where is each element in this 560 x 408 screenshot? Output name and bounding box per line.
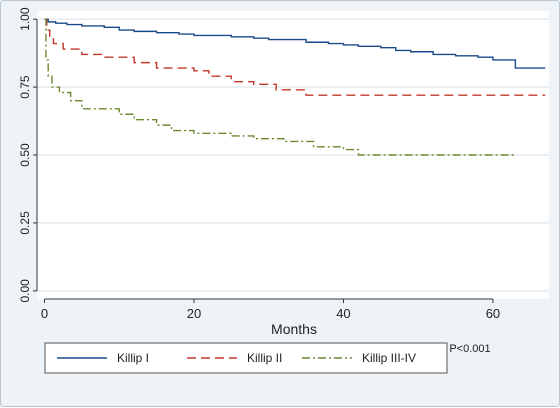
- y-tick-label: 0.50: [18, 143, 32, 167]
- series-line-killip-iii-iv: [44, 18, 516, 156]
- series-line-killip-ii: [44, 18, 546, 96]
- axes: 0.00 0.25 0.50 0.75 1.00 0 20 40 60: [18, 7, 500, 321]
- x-tick-label: 40: [336, 306, 350, 321]
- legend-label-killip-ii: Killip II: [247, 351, 282, 365]
- p-value-annotation: P<0.001: [449, 343, 490, 355]
- legend-label-killip-i: Killip I: [117, 351, 149, 365]
- legend-label-killip-iii-iv: Killip III-IV: [362, 351, 416, 365]
- x-axis-label: Months: [271, 321, 317, 337]
- x-tick-label: 60: [486, 306, 500, 321]
- legend-box: [44, 342, 448, 374]
- y-tick-label: 0.00: [18, 279, 32, 303]
- x-tick-label: 0: [41, 306, 48, 321]
- series-line-killip-i: [44, 18, 546, 69]
- y-tick-label: 0.75: [18, 75, 32, 99]
- y-tick-label: 0.25: [18, 211, 32, 235]
- y-tick-label: 1.00: [18, 7, 32, 31]
- series-lines: [44, 18, 546, 156]
- x-tick-label: 20: [187, 306, 201, 321]
- legend: Killip I Killip II Killip III-IV: [57, 351, 416, 365]
